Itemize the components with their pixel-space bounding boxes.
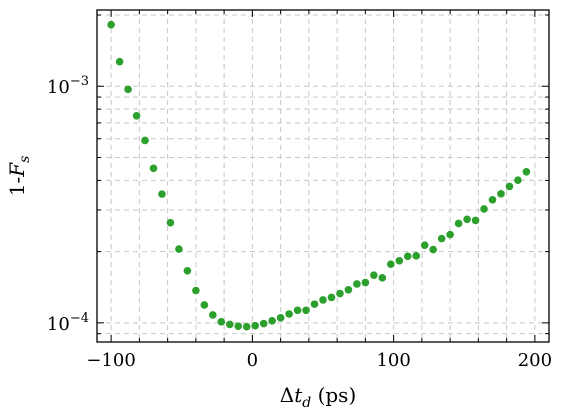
y-axis-label: 1-Fs: [5, 156, 33, 197]
data-point: [158, 190, 166, 198]
x-axis-label: Δtd (ps): [280, 383, 357, 411]
data-point: [353, 280, 361, 288]
data-point: [175, 245, 183, 253]
data-point: [505, 182, 514, 191]
data-point: [192, 286, 200, 295]
data-point: [115, 57, 124, 66]
data-point: [463, 215, 471, 224]
data-point: [149, 164, 158, 173]
data-point: [124, 85, 132, 94]
grid-lines: [97, 10, 549, 342]
data-point: [403, 252, 412, 261]
data-point: [234, 322, 243, 330]
data-point: [259, 319, 268, 328]
tick-labels: −100 0 100 200 10−4 10−3: [47, 74, 552, 371]
data-point: [437, 234, 446, 243]
data-point: [344, 285, 353, 294]
x-tick-label: 100: [376, 350, 410, 371]
data-point: [251, 321, 259, 330]
data-points: [107, 20, 531, 331]
data-point: [370, 271, 378, 279]
data-point: [395, 256, 404, 265]
x-tick-label: 0: [247, 350, 258, 371]
data-point: [420, 241, 429, 249]
data-point: [302, 306, 310, 315]
plot-frame: [96, 9, 550, 343]
data-point: [242, 322, 251, 331]
data-point: [141, 136, 149, 145]
data-point: [387, 260, 395, 268]
x-tick-label: −100: [86, 350, 135, 371]
data-point: [429, 245, 437, 254]
axis-ticks: [97, 10, 549, 342]
x-tick-label: 200: [518, 350, 552, 371]
data-point: [480, 205, 488, 213]
data-point: [327, 293, 336, 302]
data-point: [200, 301, 209, 309]
data-point: [276, 314, 285, 322]
data-point: [310, 300, 319, 308]
data-point: [454, 219, 463, 228]
data-point: [497, 190, 505, 198]
data-point: [378, 274, 387, 282]
data-point: [285, 310, 293, 318]
data-point: [319, 296, 327, 304]
data-point: [412, 252, 421, 260]
data-point: [225, 320, 234, 329]
y-tick-label: 10−3: [47, 74, 89, 98]
data-point: [488, 196, 497, 204]
data-point: [293, 306, 302, 315]
data-point: [217, 318, 226, 326]
data-point: [183, 266, 192, 275]
data-point: [336, 289, 344, 298]
data-point: [132, 112, 141, 120]
data-point: [522, 167, 531, 176]
data-point: [514, 176, 522, 184]
data-point: [166, 218, 175, 227]
data-point: [107, 20, 115, 29]
y-tick-label: 10−4: [47, 311, 89, 335]
data-point: [209, 311, 217, 319]
data-point: [471, 216, 480, 225]
data-point: [446, 230, 454, 239]
data-point: [268, 317, 276, 325]
data-point: [361, 278, 370, 287]
